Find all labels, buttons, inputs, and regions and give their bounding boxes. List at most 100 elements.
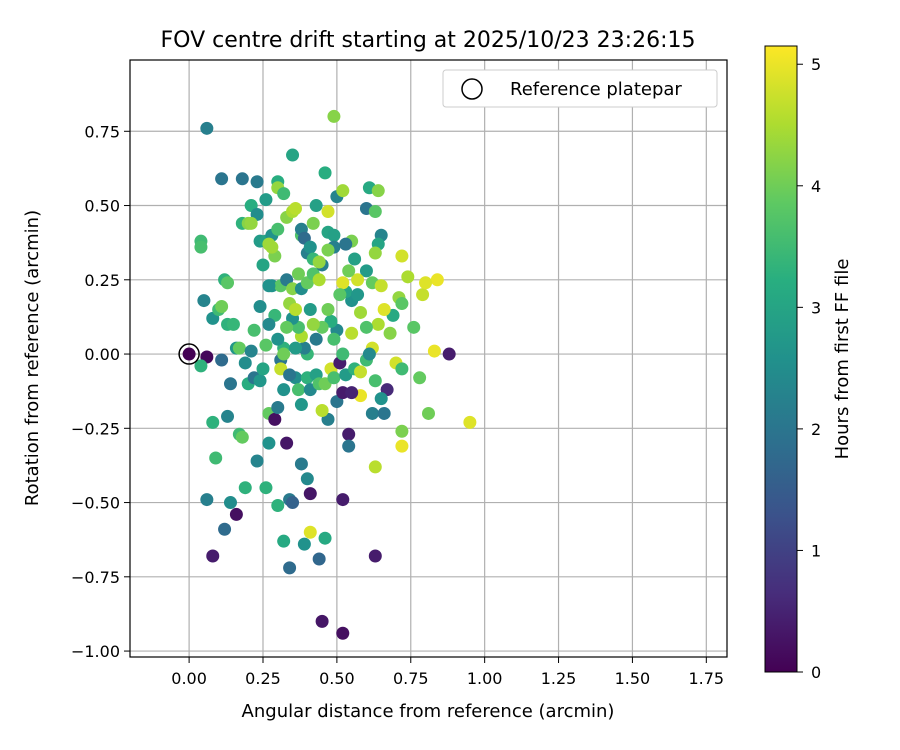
y-tick-label: −0.50 <box>71 494 120 513</box>
scatter-point <box>200 121 214 135</box>
colorbar-gradient <box>764 45 798 673</box>
scatter-point <box>395 424 409 438</box>
scatter-point <box>259 193 273 207</box>
scatter-point <box>318 166 332 180</box>
scatter-point <box>221 409 235 423</box>
scatter-point <box>327 332 341 346</box>
scatter-point <box>342 439 356 453</box>
scatter-point <box>407 320 421 334</box>
scatter-point <box>345 386 359 400</box>
scatter-point <box>268 412 282 426</box>
scatter-point <box>309 332 323 346</box>
scatter-point <box>209 451 223 465</box>
scatter-point <box>368 204 382 218</box>
scatter-point <box>232 341 246 355</box>
scatter-point <box>215 353 229 367</box>
scatter-point <box>289 202 303 216</box>
scatter-point <box>194 240 208 254</box>
scatter-point <box>277 347 291 361</box>
scatter-point <box>229 507 243 521</box>
scatter-point <box>377 302 391 316</box>
x-tick-label: 1.75 <box>688 669 724 688</box>
legend-label: Reference platepar <box>510 79 682 100</box>
legend-box <box>442 69 718 108</box>
scatter-point <box>368 549 382 563</box>
scatter-point <box>321 302 335 316</box>
y-ticks: 0.75 0.50 0.25 0.00 −0.25 −0.50 −0.75 −1.00 <box>71 122 130 661</box>
scatter-point <box>368 374 382 388</box>
scatter-point <box>259 338 273 352</box>
x-tick-label: 1.25 <box>541 669 577 688</box>
scatter-point <box>321 243 335 257</box>
scatter-point <box>342 264 356 278</box>
scatter-point <box>271 401 285 415</box>
scatter-point <box>371 317 385 331</box>
scatter-point <box>277 534 291 548</box>
scatter-point <box>401 270 415 284</box>
scatter-point <box>235 172 249 186</box>
scatter-point <box>286 496 300 510</box>
scatter-point <box>206 549 220 563</box>
scatter-point <box>182 347 196 361</box>
scatter-point <box>218 522 232 536</box>
scatter-point <box>342 427 356 441</box>
scatter-point <box>303 525 317 539</box>
scatter-point <box>336 276 350 290</box>
scatter-point <box>235 430 249 444</box>
colorbar-tick-label: 1 <box>811 541 821 560</box>
scatter-point <box>374 279 388 293</box>
scatter-point <box>321 204 335 218</box>
scatter-point <box>238 356 252 370</box>
x-tick-label: 0.00 <box>171 669 207 688</box>
scatter-point <box>336 184 350 198</box>
plot-frame <box>129 59 728 658</box>
scatter-point <box>271 499 285 513</box>
scatter-point <box>377 406 391 420</box>
scatter-point <box>463 415 477 429</box>
scatter-point <box>427 344 441 358</box>
scatter-point <box>291 267 305 281</box>
colorbar-label: Hours from first FF file <box>832 259 853 460</box>
scatter-point <box>262 317 276 331</box>
scatter-point <box>280 320 294 334</box>
y-tick-label: −0.75 <box>71 568 120 587</box>
scatter-point <box>318 531 332 545</box>
x-tick-label: 0.75 <box>393 669 429 688</box>
scatter-point <box>413 371 427 385</box>
scatter-point <box>442 347 456 361</box>
scatter-point <box>277 383 291 397</box>
scatter-point <box>371 184 385 198</box>
scatter-point <box>312 552 326 566</box>
scatter-point <box>200 493 214 507</box>
legend: Reference platepar <box>442 69 718 108</box>
scatter-point <box>359 320 373 334</box>
scatter-point <box>250 454 264 468</box>
scatter-point <box>256 362 270 376</box>
x-tick-label: 1.50 <box>615 669 651 688</box>
y-tick-label: −0.25 <box>71 419 120 438</box>
x-ticks: 0.00 0.25 0.50 0.75 1.00 1.25 1.50 1.75 <box>171 657 724 688</box>
scatter-point <box>368 460 382 474</box>
scatter-point <box>294 457 308 471</box>
scatter-point <box>348 252 362 266</box>
scatter-point <box>309 199 323 213</box>
scatter-point <box>422 406 435 420</box>
scatter-point <box>365 406 379 420</box>
scatter-point <box>374 392 388 406</box>
scatter-point <box>271 332 285 346</box>
scatter-point <box>430 273 444 287</box>
scatter-point <box>416 288 430 302</box>
colorbar-tick-label: 3 <box>811 298 821 317</box>
scatter-point <box>259 481 273 495</box>
y-axis-label: Rotation from reference (arcmin) <box>22 210 43 506</box>
y-tick-label: 0.75 <box>84 122 120 141</box>
scatter-point <box>333 288 347 302</box>
scatter-point <box>368 246 382 260</box>
scatter-point <box>289 341 303 355</box>
scatter-point <box>250 175 264 189</box>
scatter-point <box>336 347 350 361</box>
scatter-point <box>351 288 365 302</box>
x-tick-label: 1.00 <box>467 669 503 688</box>
scatter-point <box>277 187 291 201</box>
x-axis-label: Angular distance from reference (arcmin) <box>242 701 615 722</box>
